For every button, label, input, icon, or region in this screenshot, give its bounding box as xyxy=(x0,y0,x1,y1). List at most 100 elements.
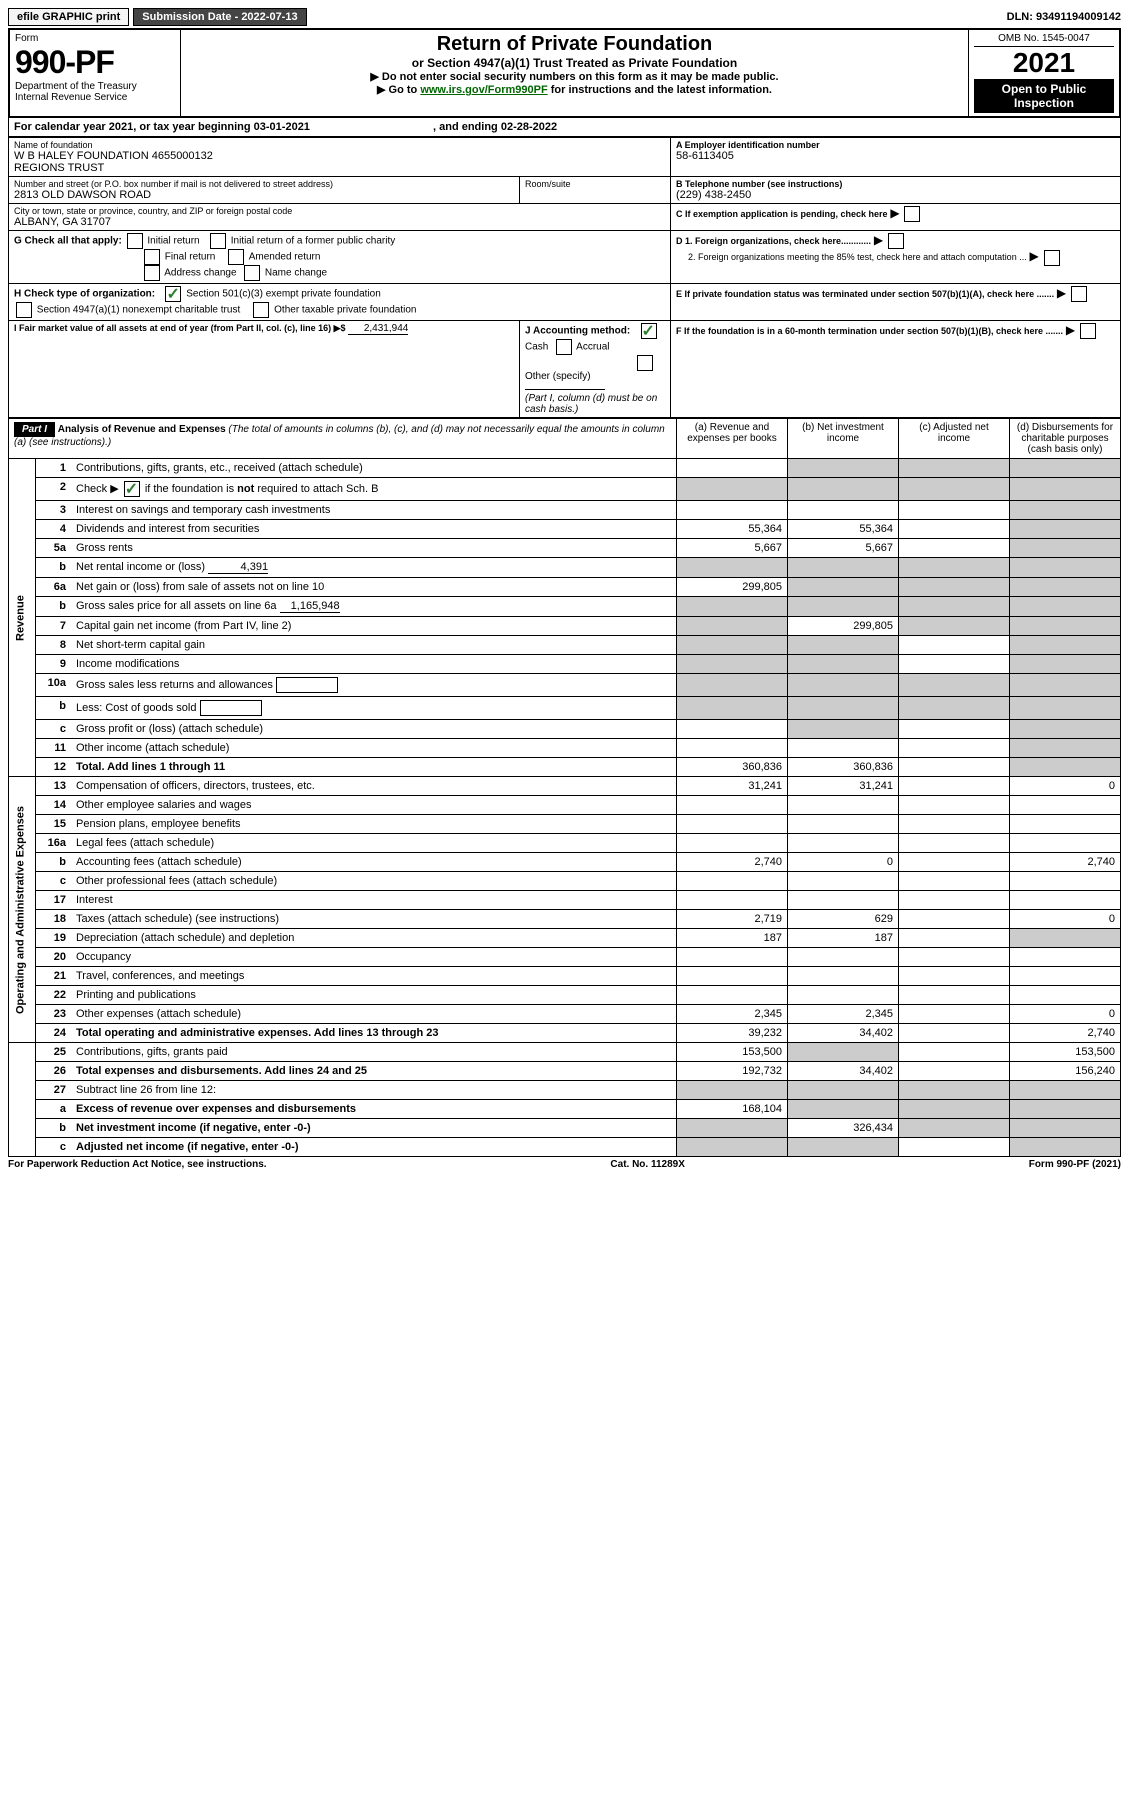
line-10a: Gross sales less returns and allowances xyxy=(71,674,677,697)
expenses-side-label: Operating and Administrative Expenses xyxy=(9,777,36,1043)
g-final-checkbox[interactable] xyxy=(144,249,160,265)
city-label: City or town, state or province, country… xyxy=(14,206,665,216)
j-cash-checkbox[interactable] xyxy=(641,323,657,339)
col-b-header: (b) Net investment income xyxy=(788,419,899,459)
j-accrual-checkbox[interactable] xyxy=(556,339,572,355)
h-other-checkbox[interactable] xyxy=(253,302,269,318)
line-11: Other income (attach schedule) xyxy=(71,739,677,758)
g-address-checkbox[interactable] xyxy=(144,265,160,281)
form-header-table: Form 990-PF Department of the Treasury I… xyxy=(8,28,1121,118)
col-c-header: (c) Adjusted net income xyxy=(899,419,1010,459)
omb-number: OMB No. 1545-0047 xyxy=(974,33,1114,47)
g-initial-checkbox[interactable] xyxy=(127,233,143,249)
phone-value: (229) 438-2450 xyxy=(676,189,1115,201)
line-10c: Gross profit or (loss) (attach schedule) xyxy=(71,720,677,739)
h-label: H Check type of organization: xyxy=(14,289,155,300)
page-footer: For Paperwork Reduction Act Notice, see … xyxy=(8,1159,1121,1170)
line-5a: Gross rents xyxy=(71,539,677,558)
e-label: E If private foundation status was termi… xyxy=(676,289,1054,299)
line-27b: Net investment income (if negative, ente… xyxy=(71,1119,677,1138)
foundation-name2: REGIONS TRUST xyxy=(14,162,665,174)
efile-button[interactable]: efile GRAPHIC print xyxy=(8,8,129,26)
g-name-checkbox[interactable] xyxy=(244,265,260,281)
line-8: Net short-term capital gain xyxy=(71,636,677,655)
j-label: J Accounting method: xyxy=(525,326,630,337)
addr-label: Number and street (or P.O. box number if… xyxy=(14,179,514,189)
top-bar: efile GRAPHIC print Submission Date - 20… xyxy=(8,8,1121,26)
form-label: Form xyxy=(15,33,175,44)
line-27c: Adjusted net income (if negative, enter … xyxy=(71,1138,677,1157)
line-7: Capital gain net income (from Part IV, l… xyxy=(71,617,677,636)
city-value: ALBANY, GA 31707 xyxy=(14,216,665,228)
d2-checkbox[interactable] xyxy=(1044,250,1060,266)
col-a-header: (a) Revenue and expenses per books xyxy=(677,419,788,459)
e-checkbox[interactable] xyxy=(1071,286,1087,302)
line-15: Pension plans, employee benefits xyxy=(71,815,677,834)
calendar-year-line: For calendar year 2021, or tax year begi… xyxy=(8,118,1121,137)
d2-label: 2. Foreign organizations meeting the 85%… xyxy=(688,252,1027,262)
i-label: I Fair market value of all assets at end… xyxy=(14,323,346,333)
line-22: Printing and publications xyxy=(71,986,677,1005)
line-25: Contributions, gifts, grants paid xyxy=(71,1043,677,1062)
revenue-side-label: Revenue xyxy=(9,459,36,777)
line-3: Interest on savings and temporary cash i… xyxy=(71,501,677,520)
footer-left: For Paperwork Reduction Act Notice, see … xyxy=(8,1159,267,1170)
form-note1: ▶ Do not enter social security numbers o… xyxy=(186,70,963,83)
irs-label: Internal Revenue Service xyxy=(15,92,175,103)
line-9: Income modifications xyxy=(71,655,677,674)
room-label: Room/suite xyxy=(525,179,665,189)
irs-link[interactable]: www.irs.gov/Form990PF xyxy=(420,84,547,96)
line-16b: Accounting fees (attach schedule) xyxy=(71,853,677,872)
g-amended-checkbox[interactable] xyxy=(228,249,244,265)
col-d-header: (d) Disbursements for charitable purpose… xyxy=(1010,419,1121,459)
line-5b: Net rental income or (loss) 4,391 xyxy=(71,558,677,578)
footer-mid: Cat. No. 11289X xyxy=(610,1159,684,1170)
line-27: Subtract line 26 from line 12: xyxy=(71,1081,677,1100)
i-value: 2,431,944 xyxy=(348,323,408,335)
tax-year: 2021 xyxy=(974,47,1114,79)
line-13: Compensation of officers, directors, tru… xyxy=(71,777,677,796)
c-label: C If exemption application is pending, c… xyxy=(676,209,888,219)
line-4: Dividends and interest from securities xyxy=(71,520,677,539)
dln-label: DLN: 93491194009142 xyxy=(1007,11,1121,23)
ein-label: A Employer identification number xyxy=(676,140,1115,150)
line-23: Other expenses (attach schedule) xyxy=(71,1005,677,1024)
g-initial-public-checkbox[interactable] xyxy=(210,233,226,249)
line2-checkbox[interactable] xyxy=(124,481,140,497)
line-27a: Excess of revenue over expenses and disb… xyxy=(71,1100,677,1119)
line-6b: Gross sales price for all assets on line… xyxy=(71,597,677,617)
line-26: Total expenses and disbursements. Add li… xyxy=(71,1062,677,1081)
d1-checkbox[interactable] xyxy=(888,233,904,249)
f-label: F If the foundation is in a 60-month ter… xyxy=(676,326,1063,336)
form-subtitle: or Section 4947(a)(1) Trust Treated as P… xyxy=(186,56,963,70)
f-checkbox[interactable] xyxy=(1080,323,1096,339)
addr-value: 2813 OLD DAWSON ROAD xyxy=(14,189,514,201)
part1-title: Analysis of Revenue and Expenses xyxy=(58,424,226,435)
dept-label: Department of the Treasury xyxy=(15,81,175,92)
line-18: Taxes (attach schedule) (see instruction… xyxy=(71,910,677,929)
line-24: Total operating and administrative expen… xyxy=(71,1024,677,1043)
line-14: Other employee salaries and wages xyxy=(71,796,677,815)
h-4947-checkbox[interactable] xyxy=(16,302,32,318)
form-note2: ▶ Go to www.irs.gov/Form990PF for instru… xyxy=(186,83,963,96)
line-6a: Net gain or (loss) from sale of assets n… xyxy=(71,578,677,597)
line-16c: Other professional fees (attach schedule… xyxy=(71,872,677,891)
inspection-badge: Open to Public Inspection xyxy=(974,79,1114,113)
footer-right: Form 990-PF (2021) xyxy=(1029,1159,1121,1170)
line-20: Occupancy xyxy=(71,948,677,967)
h-501c3-checkbox[interactable] xyxy=(165,286,181,302)
line-1: Contributions, gifts, grants, etc., rece… xyxy=(71,459,677,478)
phone-label: B Telephone number (see instructions) xyxy=(676,179,1115,189)
d1-label: D 1. Foreign organizations, check here..… xyxy=(676,236,871,246)
j-note: (Part I, column (d) must be on cash basi… xyxy=(525,393,657,415)
c-checkbox[interactable] xyxy=(904,206,920,222)
line-17: Interest xyxy=(71,891,677,910)
line-21: Travel, conferences, and meetings xyxy=(71,967,677,986)
line-16a: Legal fees (attach schedule) xyxy=(71,834,677,853)
submission-date-button[interactable]: Submission Date - 2022-07-13 xyxy=(133,8,306,26)
line-12: Total. Add lines 1 through 11 xyxy=(71,758,677,777)
foundation-name: W B HALEY FOUNDATION 4655000132 xyxy=(14,150,665,162)
line-10b: Less: Cost of goods sold xyxy=(71,697,677,720)
j-other-checkbox[interactable] xyxy=(637,355,653,371)
part1-table: Part I Analysis of Revenue and Expenses … xyxy=(8,418,1121,1157)
